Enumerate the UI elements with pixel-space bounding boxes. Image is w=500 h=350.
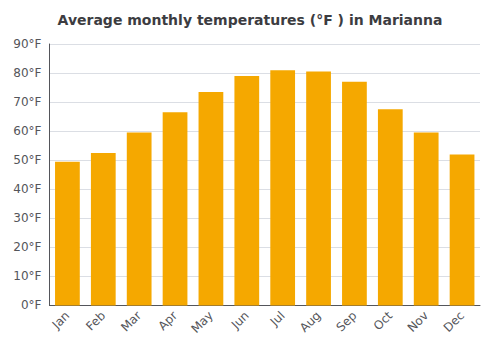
svg-text:70°F: 70°F <box>13 95 41 109</box>
svg-text:Average monthly temperatures (: Average monthly temperatures (°F ) in Ma… <box>58 12 443 28</box>
svg-text:Jul: Jul <box>267 309 288 330</box>
svg-text:Dec: Dec <box>441 309 467 335</box>
svg-text:0°F: 0°F <box>21 298 42 312</box>
svg-text:40°F: 40°F <box>13 182 41 196</box>
svg-text:90°F: 90°F <box>13 37 41 51</box>
svg-text:Sep: Sep <box>334 309 360 335</box>
svg-text:May: May <box>188 309 215 336</box>
svg-text:Feb: Feb <box>83 309 108 334</box>
svg-text:60°F: 60°F <box>13 124 41 138</box>
svg-text:80°F: 80°F <box>13 66 41 80</box>
svg-text:20°F: 20°F <box>13 240 41 254</box>
svg-text:Oct: Oct <box>371 308 396 333</box>
svg-text:Nov: Nov <box>405 309 431 335</box>
svg-text:Jun: Jun <box>228 309 252 333</box>
svg-text:Apr: Apr <box>155 308 180 333</box>
svg-text:50°F: 50°F <box>13 153 41 167</box>
svg-text:Aug: Aug <box>297 309 323 335</box>
svg-text:Mar: Mar <box>118 308 144 334</box>
svg-text:10°F: 10°F <box>13 269 41 283</box>
svg-text:30°F: 30°F <box>13 211 41 225</box>
svg-text:Jan: Jan <box>49 309 73 333</box>
